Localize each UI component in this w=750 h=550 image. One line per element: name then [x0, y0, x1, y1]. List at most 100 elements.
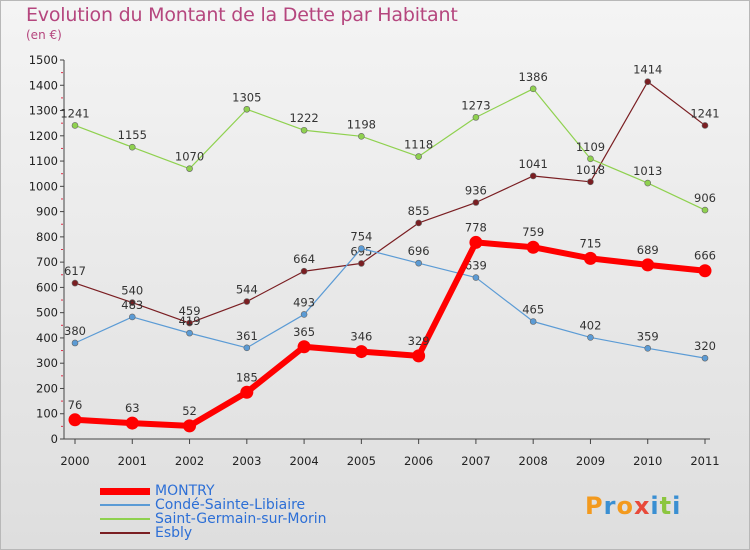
data-label-esbly: 664 — [293, 252, 315, 266]
data-label-esbly: 1241 — [690, 106, 719, 120]
data-point-esbly — [128, 299, 136, 306]
data-label-saint-germain-sur-morin: 1109 — [576, 140, 605, 154]
data-point-esbly — [472, 199, 480, 206]
y-tick-label: 900 — [36, 205, 58, 219]
data-label-montry: 715 — [579, 236, 601, 250]
x-tick-label: 2011 — [690, 454, 719, 468]
data-label-montry: 346 — [350, 330, 372, 344]
data-point-esbly — [587, 178, 594, 186]
data-point-montry — [183, 419, 197, 433]
data-point-montry — [68, 413, 82, 427]
data-label-esbly: 936 — [465, 184, 487, 198]
y-tick-label: 1000 — [29, 179, 58, 193]
series-line-montry — [74, 239, 706, 429]
data-point-montry — [698, 264, 712, 278]
legend-swatch — [100, 504, 150, 506]
data-label-montry: 185 — [236, 370, 258, 384]
legend-swatch — [100, 518, 150, 520]
data-label-esbly: 617 — [64, 264, 86, 278]
data-label-saint-germain-sur-morin: 1070 — [175, 150, 204, 164]
y-tick-label: 200 — [36, 381, 58, 395]
data-point-conde-sainte-libiaire — [71, 339, 79, 347]
data-point-esbly — [186, 319, 193, 327]
y-tick-label: 800 — [36, 230, 58, 244]
data-label-esbly: 544 — [236, 283, 258, 297]
data-point-conde-sainte-libiaire — [644, 344, 652, 352]
data-point-saint-germain-sur-morin — [529, 85, 537, 93]
y-tick-label: 1400 — [29, 78, 58, 92]
logo-letter: r — [603, 492, 617, 520]
data-point-esbly — [358, 260, 365, 267]
data-point-conde-sainte-libiaire — [243, 344, 251, 352]
data-point-conde-sainte-libiaire — [186, 329, 193, 337]
data-label-saint-germain-sur-morin: 1386 — [519, 70, 548, 84]
data-label-saint-germain-sur-morin: 1198 — [347, 117, 376, 131]
legend-swatch — [100, 488, 150, 495]
data-point-montry — [240, 385, 254, 399]
legend-label: MONTRY — [155, 483, 215, 499]
data-point-saint-germain-sur-morin — [128, 143, 136, 151]
x-tick-label: 2006 — [404, 454, 433, 468]
data-label-conde-sainte-libiaire: 380 — [64, 324, 86, 338]
x-tick-label: 2010 — [633, 454, 662, 468]
data-label-conde-sainte-libiaire: 419 — [179, 314, 201, 328]
data-point-saint-germain-sur-morin — [415, 153, 422, 160]
legend-label: Saint-Germain-sur-Morin — [155, 511, 327, 527]
data-label-saint-germain-sur-morin: 1155 — [118, 128, 147, 142]
data-label-montry: 76 — [68, 398, 83, 412]
data-point-esbly — [644, 78, 652, 86]
data-label-esbly: 459 — [179, 304, 201, 318]
data-point-saint-germain-sur-morin — [243, 105, 251, 113]
legend-swatch — [100, 532, 150, 534]
x-tick-label: 2009 — [576, 454, 605, 468]
x-tick-label: 2005 — [347, 454, 376, 468]
data-label-conde-sainte-libiaire: 493 — [293, 295, 315, 309]
logo-letter: i — [650, 492, 660, 520]
data-point-saint-germain-sur-morin — [701, 206, 709, 214]
logo-letter: P — [585, 492, 604, 520]
data-label-conde-sainte-libiaire: 465 — [522, 303, 544, 317]
data-point-saint-germain-sur-morin — [300, 126, 308, 134]
data-label-saint-germain-sur-morin: 1013 — [633, 164, 662, 178]
data-label-montry: 689 — [637, 243, 659, 257]
data-label-saint-germain-sur-morin: 1222 — [289, 111, 318, 125]
data-label-saint-germain-sur-morin: 1241 — [60, 106, 89, 120]
data-label-montry: 365 — [293, 325, 315, 339]
y-tick-label: 600 — [36, 280, 58, 294]
data-label-montry: 778 — [465, 220, 487, 234]
logo-letter: x — [633, 492, 651, 520]
y-tick-label: 1300 — [29, 104, 58, 118]
x-tick-label: 2000 — [60, 454, 89, 468]
data-label-montry: 52 — [182, 404, 197, 418]
data-point-saint-germain-sur-morin — [71, 122, 79, 129]
x-tick-label: 2004 — [289, 454, 318, 468]
data-point-conde-sainte-libiaire — [701, 354, 709, 362]
data-point-montry — [412, 349, 426, 363]
legend-label: Condé-Sainte-Libiaire — [155, 497, 306, 513]
data-label-montry: 666 — [694, 249, 716, 263]
y-tick-label: 500 — [36, 306, 58, 320]
data-point-conde-sainte-libiaire — [587, 334, 594, 341]
data-label-conde-sainte-libiaire: 361 — [236, 329, 258, 343]
data-point-conde-sainte-libiaire — [128, 313, 136, 321]
logo-letter: t — [659, 492, 673, 520]
unit-label: (en €) — [26, 28, 62, 42]
data-point-esbly — [300, 267, 308, 275]
data-label-montry: 329 — [408, 334, 430, 348]
data-label-conde-sainte-libiaire: 320 — [694, 339, 716, 353]
data-label-esbly: 1018 — [576, 163, 605, 177]
x-tick-label: 2002 — [175, 454, 204, 468]
data-label-conde-sainte-libiaire: 754 — [350, 229, 372, 243]
series-line-esbly — [74, 81, 706, 324]
y-tick-label: 1500 — [29, 53, 58, 67]
data-point-montry — [469, 235, 483, 249]
data-label-saint-germain-sur-morin: 1273 — [461, 98, 490, 112]
data-point-esbly — [71, 279, 79, 287]
data-point-conde-sainte-libiaire — [415, 259, 422, 267]
data-point-esbly — [701, 122, 709, 129]
data-label-esbly: 855 — [408, 204, 430, 218]
data-point-esbly — [529, 172, 537, 180]
data-label-conde-sainte-libiaire: 359 — [637, 329, 659, 343]
data-label-conde-sainte-libiaire: 402 — [579, 318, 601, 332]
